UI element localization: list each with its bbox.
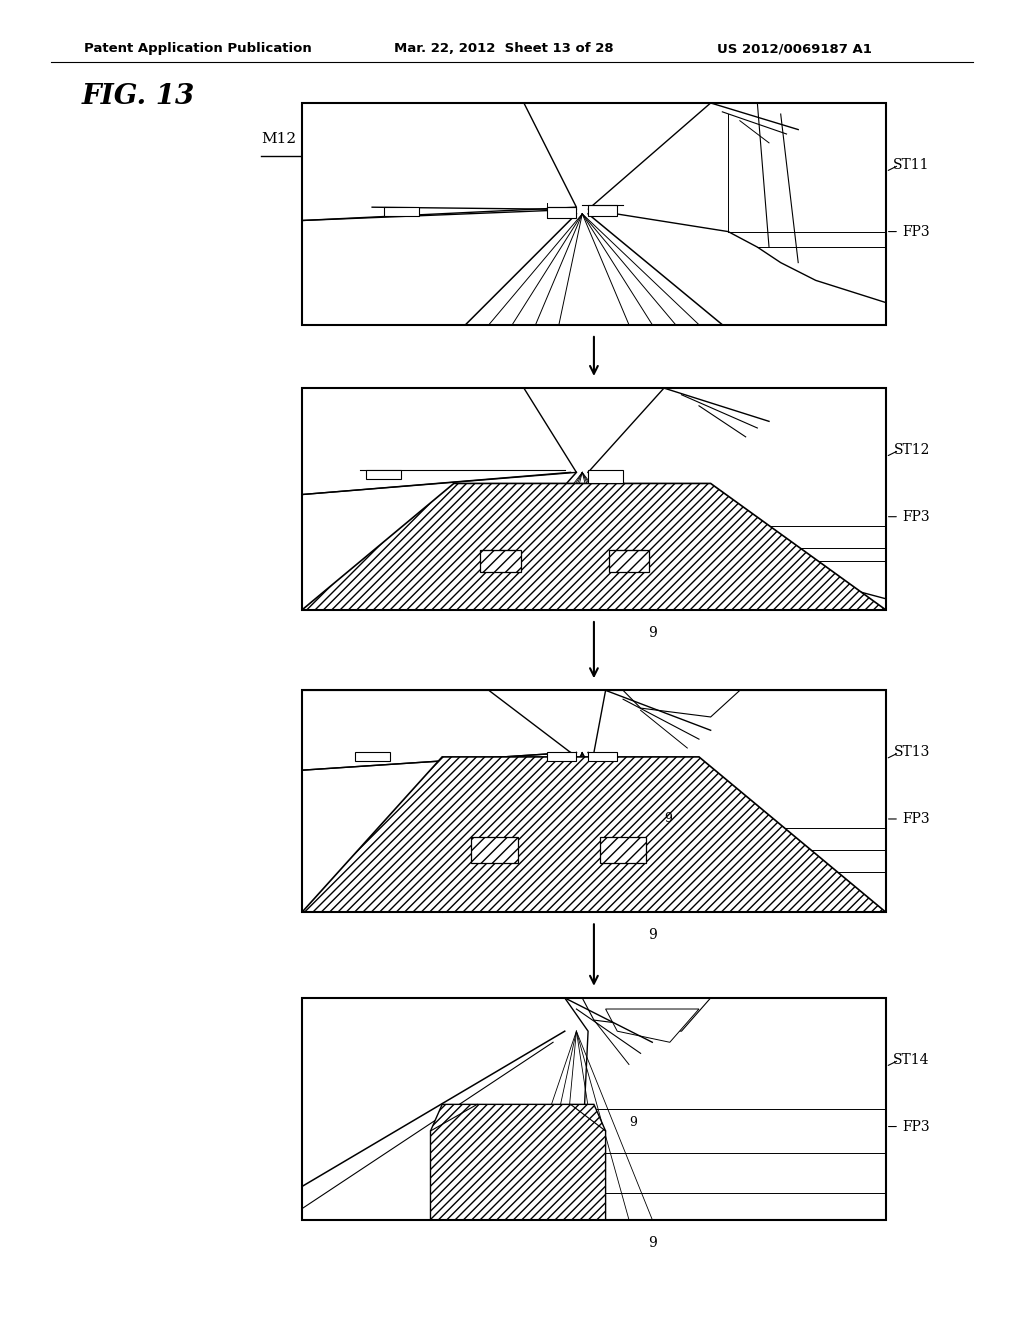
Text: ST11: ST11 [893,158,930,172]
Polygon shape [302,756,886,912]
Polygon shape [583,998,711,1031]
Polygon shape [594,690,886,912]
Bar [367,470,401,479]
Text: Patent Application Publication: Patent Application Publication [84,42,311,55]
Bar [608,550,649,572]
Bar [547,752,577,762]
Text: FP3: FP3 [902,1119,930,1134]
Bar [471,837,518,863]
Text: FIG. 13: FIG. 13 [82,83,196,110]
Bar [588,205,617,216]
Text: 9: 9 [648,626,656,640]
Bar [302,388,886,610]
Text: 9: 9 [629,1115,637,1129]
Text: ST13: ST13 [893,746,930,759]
Bar [384,207,419,216]
Polygon shape [302,483,886,610]
Bar [480,550,521,572]
Bar [547,207,577,218]
Bar [302,103,886,325]
Polygon shape [430,1105,605,1220]
Polygon shape [302,690,570,770]
Bar [302,690,886,912]
Text: FP3: FP3 [902,224,930,239]
Bar [588,752,617,762]
Polygon shape [302,388,577,495]
Polygon shape [302,103,577,220]
Text: ST12: ST12 [893,444,930,457]
Polygon shape [623,690,739,717]
Bar [302,388,886,610]
Text: M12: M12 [261,132,296,147]
Text: 9: 9 [648,1236,656,1250]
Text: ST14: ST14 [893,1053,930,1067]
Text: 9: 9 [664,813,672,825]
Bar [302,103,886,325]
Text: FP3: FP3 [902,812,930,826]
Polygon shape [588,388,886,599]
Polygon shape [588,103,886,302]
Text: FP3: FP3 [902,510,930,524]
Polygon shape [605,1008,699,1043]
Bar [302,998,886,1220]
Bar [600,837,646,863]
Text: 9: 9 [648,928,656,942]
Bar [302,690,886,912]
Text: Mar. 22, 2012  Sheet 13 of 28: Mar. 22, 2012 Sheet 13 of 28 [394,42,613,55]
Bar [302,998,886,1220]
Bar [588,470,623,483]
Polygon shape [565,998,886,1220]
Bar [354,752,389,762]
Text: US 2012/0069187 A1: US 2012/0069187 A1 [717,42,871,55]
